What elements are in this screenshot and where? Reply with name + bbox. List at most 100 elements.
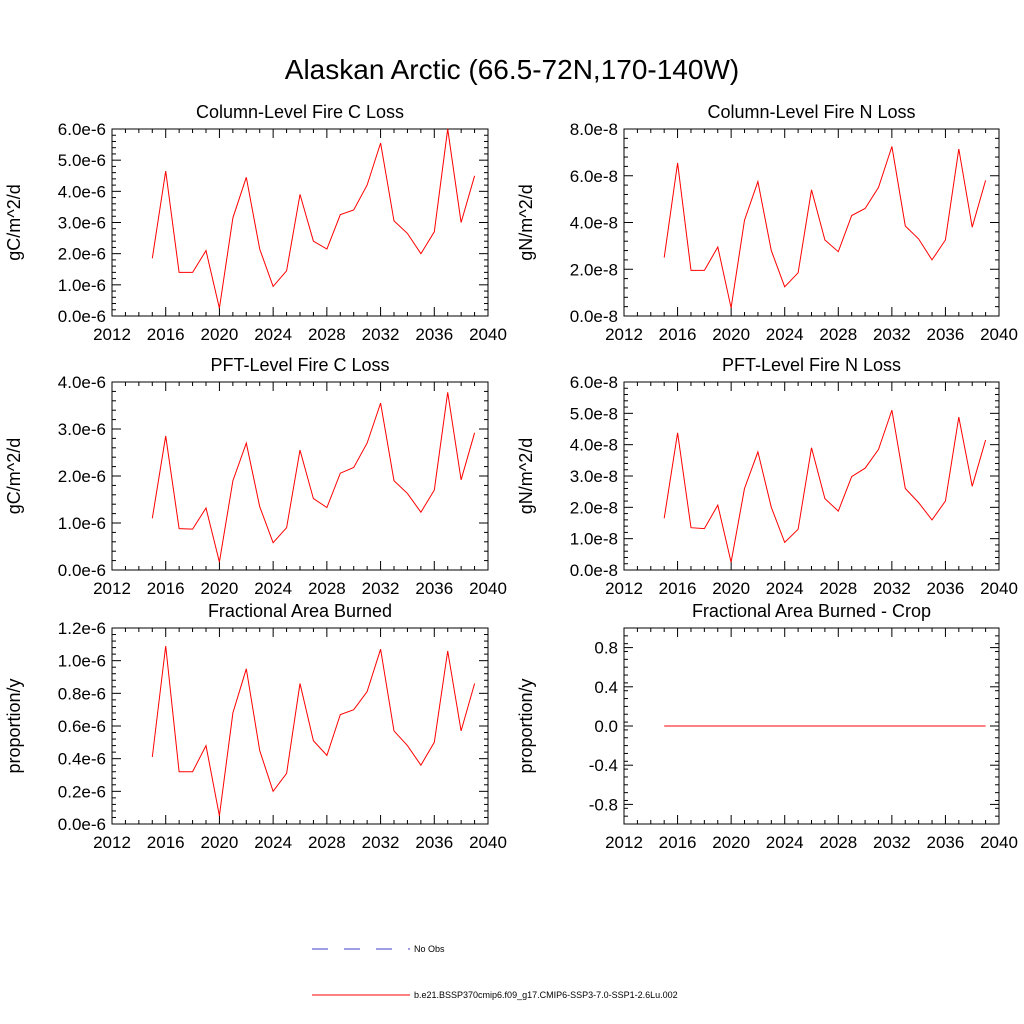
y-tick-label: 6.0e-8 xyxy=(570,373,618,392)
x-tick-label: 2036 xyxy=(927,833,965,852)
x-tick-label: 2020 xyxy=(712,833,750,852)
x-tick-label: 2020 xyxy=(712,579,750,598)
x-tick-label: 2040 xyxy=(469,833,507,852)
legend-label-model: b.e21.BSSP370cmip6.f09_g17.CMIP6-SSP3-7.… xyxy=(414,990,678,1000)
y-tick-label: 1.0e-6 xyxy=(58,652,106,671)
plot-frame xyxy=(623,128,1000,317)
y-tick-label: 3.0e-6 xyxy=(58,214,106,233)
x-tick-label: 2020 xyxy=(201,325,239,344)
y-axis-label: gN/m^2/d xyxy=(516,438,536,514)
series-line xyxy=(151,128,476,309)
x-tick-label: 2024 xyxy=(254,833,292,852)
y-tick-label: 0.8 xyxy=(594,639,618,658)
y-tick-label: 0.8e-6 xyxy=(58,684,106,703)
y-tick-label: 4.0e-8 xyxy=(570,436,618,455)
y-tick-label: 0.2e-6 xyxy=(58,782,106,801)
x-tick-label: 2028 xyxy=(819,325,857,344)
y-axis-label: proportion/y xyxy=(516,678,536,773)
x-tick-label: 2040 xyxy=(469,325,507,344)
panel-title: Fractional Area Burned - Crop xyxy=(692,601,931,621)
x-tick-label: 2040 xyxy=(980,579,1018,598)
series-line xyxy=(663,410,987,563)
x-tick-label: 2036 xyxy=(415,833,453,852)
plot-frame xyxy=(111,128,489,317)
x-tick-label: 2012 xyxy=(605,833,643,852)
x-tick-label: 2032 xyxy=(873,579,911,598)
x-tick-label: 2012 xyxy=(605,325,643,344)
x-tick-label: 2032 xyxy=(362,325,400,344)
x-tick-label: 2016 xyxy=(147,579,185,598)
y-tick-label: 0.0e-8 xyxy=(570,307,618,326)
y-tick-label: 2.0e-8 xyxy=(570,260,618,279)
chart-panel-4: PFT-Level Fire N Loss gN/m^2/d 2012 2016 202… xyxy=(516,355,1018,598)
x-tick-label: 2024 xyxy=(766,833,804,852)
y-tick-label: 3.0e-8 xyxy=(570,467,618,486)
y-tick-label: 2.0e-6 xyxy=(58,467,106,486)
chart-panel-1: Column-Level Fire C Loss gC/m^2/d 2012 2016… xyxy=(4,102,507,344)
y-axis-label: proportion/y xyxy=(4,678,24,773)
y-tick-label: 4.0e-6 xyxy=(58,182,106,201)
x-tick-label: 2040 xyxy=(980,325,1018,344)
x-tick-label: 2040 xyxy=(980,833,1018,852)
plot-frame xyxy=(111,381,489,571)
panel-title: Column-Level Fire C Loss xyxy=(196,102,404,122)
y-tick-label: 0.0e-6 xyxy=(58,561,106,580)
series-line xyxy=(151,645,476,816)
plot-frame xyxy=(623,381,1000,571)
y-axis-label: gN/m^2/d xyxy=(516,184,536,260)
x-tick-label: 2032 xyxy=(873,833,911,852)
x-tick-label: 2024 xyxy=(254,325,292,344)
x-tick-label: 2016 xyxy=(659,833,697,852)
y-tick-label: 1.0e-6 xyxy=(58,276,106,295)
x-tick-label: 2036 xyxy=(415,325,453,344)
page-title: Alaskan Arctic (66.5-72N,170-140W) xyxy=(284,54,740,85)
y-tick-label: 1.0e-8 xyxy=(570,530,618,549)
y-tick-label: 0.4e-6 xyxy=(58,750,106,769)
panel-title: Fractional Area Burned xyxy=(208,601,392,621)
y-tick-label: 0.0e-6 xyxy=(58,307,106,326)
y-tick-label: 6.0e-6 xyxy=(58,120,106,139)
y-tick-label: 1.0e-6 xyxy=(58,514,106,533)
x-tick-label: 2036 xyxy=(927,579,965,598)
y-tick-label: 4.0e-8 xyxy=(570,214,618,233)
y-tick-label: 0.6e-6 xyxy=(58,717,106,736)
x-tick-label: 2016 xyxy=(659,325,697,344)
x-tick-label: 2012 xyxy=(93,833,131,852)
series-line xyxy=(663,146,987,308)
legend: No Obs b.e21.BSSP370cmip6.f09_g17.CMIP6-S… xyxy=(312,944,678,1000)
x-tick-label: 2012 xyxy=(93,579,131,598)
x-tick-label: 2036 xyxy=(927,325,965,344)
y-tick-label: 2.0e-8 xyxy=(570,498,618,517)
y-tick-label: 0.0e-8 xyxy=(570,561,618,580)
plot-frame xyxy=(111,627,489,825)
x-tick-label: 2016 xyxy=(147,833,185,852)
y-tick-label: 1.2e-6 xyxy=(58,619,106,638)
x-tick-label: 2016 xyxy=(659,579,697,598)
series-line xyxy=(151,392,476,563)
x-tick-label: 2016 xyxy=(147,325,185,344)
x-tick-label: 2028 xyxy=(308,579,346,598)
y-tick-label: 2.0e-6 xyxy=(58,245,106,264)
y-tick-label: 8.0e-8 xyxy=(570,120,618,139)
chart-panel-3: PFT-Level Fire C Loss gC/m^2/d 2012 2016 202… xyxy=(4,355,507,598)
x-tick-label: 2028 xyxy=(308,833,346,852)
y-tick-label: 0.0e-6 xyxy=(58,815,106,834)
x-tick-label: 2012 xyxy=(93,325,131,344)
x-tick-label: 2020 xyxy=(201,833,239,852)
x-tick-label: 2012 xyxy=(605,579,643,598)
x-tick-label: 2036 xyxy=(415,579,453,598)
x-tick-label: 2020 xyxy=(712,325,750,344)
chart-panel-6: Fractional Area Burned - Crop proportion/… xyxy=(516,601,1018,852)
chart-panel-2: Column-Level Fire N Loss gN/m^2/d 2012 2016… xyxy=(516,102,1018,344)
panel-title: PFT-Level Fire C Loss xyxy=(210,355,389,375)
y-tick-label: 3.0e-6 xyxy=(58,420,106,439)
y-tick-label: 6.0e-8 xyxy=(570,167,618,186)
x-tick-label: 2028 xyxy=(819,833,857,852)
y-tick-label: 0.0 xyxy=(594,717,618,736)
y-tick-label: 5.0e-6 xyxy=(58,151,106,170)
x-tick-label: 2024 xyxy=(766,579,804,598)
legend-label-no-obs: No Obs xyxy=(414,944,445,954)
x-tick-label: 2024 xyxy=(766,325,804,344)
y-tick-label: 4.0e-6 xyxy=(58,373,106,392)
y-tick-label: 0.4 xyxy=(594,678,618,697)
